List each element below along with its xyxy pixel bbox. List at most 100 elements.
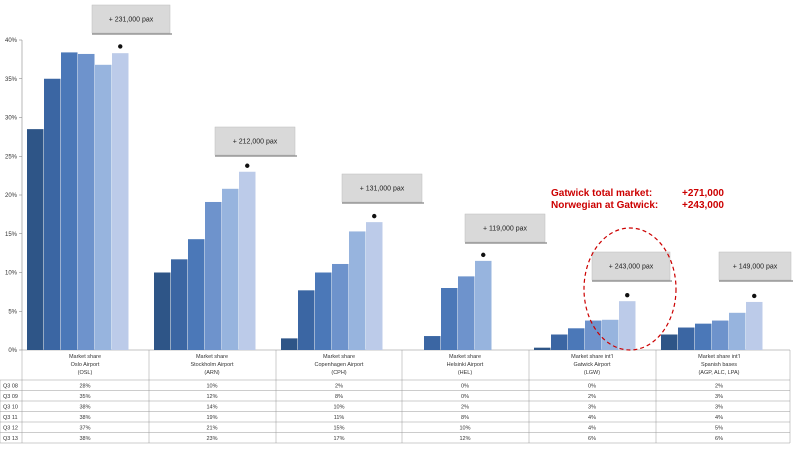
y-tick-label: 5% [8, 309, 17, 315]
y-tick-label: 15% [5, 232, 18, 238]
category-label: (OSL) [78, 370, 93, 376]
table-cell: 2% [461, 404, 469, 410]
table-cell: 6% [715, 436, 723, 442]
annotation-box [341, 173, 423, 203]
table-cell: 8% [461, 415, 469, 421]
bar-q3-09-cat-5 [678, 327, 695, 350]
gatwick-highlight-ellipse [583, 227, 677, 351]
bar-q3-08-cat-4 [534, 347, 551, 350]
annotation-dot [118, 44, 123, 49]
table-row-label: Q3 13 [3, 436, 18, 442]
table-cell: 10% [206, 383, 217, 389]
y-tick-label: 10% [5, 271, 18, 277]
table-cell: 17% [333, 436, 344, 442]
category-label: Market share [69, 354, 101, 360]
table-cell: 10% [459, 425, 470, 431]
table-cell: 0% [588, 383, 596, 389]
table-cell: 14% [206, 404, 217, 410]
bar-q3-08-cat-0 [27, 129, 44, 350]
table-cell: 0% [461, 383, 469, 389]
table-cell: 2% [588, 394, 596, 400]
bar-q3-13-cat-0 [112, 53, 129, 351]
category-label: Spanish bases [701, 362, 737, 368]
category-label: (AGP, ALC, LPA) [698, 370, 739, 376]
table-cell: 38% [79, 436, 90, 442]
table-cell: 37% [79, 425, 90, 431]
callout-gatwick-total-label: Gatwick total market: [551, 188, 652, 199]
bar-q3-11-cat-4 [585, 320, 602, 350]
category-label: Helsinki Airport [447, 362, 484, 368]
annotation-text: + 119,000 pax [483, 226, 528, 233]
annotation-text: + 212,000 pax [233, 139, 278, 146]
table-cell: 21% [206, 425, 217, 431]
annotation-dot [372, 213, 377, 219]
table-cell: 5% [715, 425, 723, 431]
category-label: (CPH) [331, 370, 346, 376]
bar-q3-12-cat-1 [222, 188, 239, 350]
table-cell: 12% [459, 436, 470, 442]
bar-q3-08-cat-5 [661, 334, 678, 350]
y-tick-label: 25% [5, 154, 18, 160]
bar-q3-09-cat-3 [424, 336, 441, 350]
category-label: Market share int'l [571, 354, 613, 360]
table-cell: 11% [334, 415, 345, 421]
bar-q3-12-cat-4 [602, 319, 619, 350]
bar-q3-08-cat-2 [281, 338, 298, 350]
bar-q3-13-cat-1 [239, 171, 256, 350]
annotation-text: + 243,000 pax [609, 264, 654, 271]
y-tick-label: 20% [5, 193, 18, 199]
category-label: Stockholm Airport [190, 362, 234, 368]
table-cell: 35% [79, 394, 90, 400]
bar-q3-09-cat-2 [298, 290, 315, 350]
category-label: Market share [449, 354, 481, 360]
table-cell: 19% [206, 415, 217, 421]
table-cell: 38% [79, 404, 90, 410]
table-cell: 8% [335, 394, 343, 400]
table-cell: 2% [335, 383, 343, 389]
bar-q3-10-cat-3 [441, 288, 458, 350]
table-row-label: Q3 10 [3, 404, 18, 410]
category-label: Market share [323, 354, 355, 360]
bar-q3-10-cat-5 [695, 323, 712, 350]
category-label: (ARN) [204, 370, 219, 376]
category-label: (LGW) [584, 370, 600, 376]
bar-q3-12-cat-5 [729, 312, 746, 350]
category-label: Market share int'l [698, 354, 740, 360]
bar-q3-13-cat-2 [366, 222, 383, 350]
y-tick-label: 35% [5, 77, 18, 83]
bar-q3-09-cat-1 [171, 259, 188, 350]
table-cell: 3% [715, 394, 723, 400]
table-cell: 4% [588, 425, 596, 431]
bar-q3-13-cat-4 [619, 301, 636, 350]
table-cell: 15% [333, 425, 344, 431]
annotation-box [214, 126, 296, 156]
bar-q3-11-cat-5 [712, 320, 729, 350]
callout-norwegian-label: Norwegian at Gatwick: [551, 200, 658, 211]
bar-q3-12-cat-0 [95, 64, 112, 351]
table-cell: 6% [588, 436, 596, 442]
table-cell: 4% [588, 415, 596, 421]
bar-q3-09-cat-4 [551, 334, 568, 350]
table-cell: 3% [588, 404, 596, 410]
table-cell: 23% [206, 436, 217, 442]
category-label: Market share [196, 354, 228, 360]
annotation-text: + 149,000 pax [733, 264, 778, 271]
callout-gatwick-total-value: +271,000 [682, 188, 724, 199]
table-row-label: Q3 09 [3, 394, 18, 400]
bar-q3-12-cat-2 [349, 231, 366, 350]
annotation-box [91, 4, 171, 34]
category-label: Copenhagen Airport [315, 362, 364, 368]
category-label: Gatwick Airport [574, 362, 611, 368]
category-label: (HEL) [458, 370, 473, 376]
annotation-text: + 231,000 pax [109, 17, 154, 24]
annotation-box [718, 251, 792, 281]
annotation-dot [245, 163, 250, 168]
y-tick-label: 0% [8, 348, 17, 354]
bar-q3-11-cat-1 [205, 201, 222, 350]
annotation-box [591, 251, 671, 281]
bar-q3-13-cat-5 [746, 301, 763, 350]
bar-q3-12-cat-3 [475, 260, 492, 350]
bar-q3-11-cat-0 [78, 53, 95, 350]
annotation-text: + 131,000 pax [360, 186, 405, 193]
